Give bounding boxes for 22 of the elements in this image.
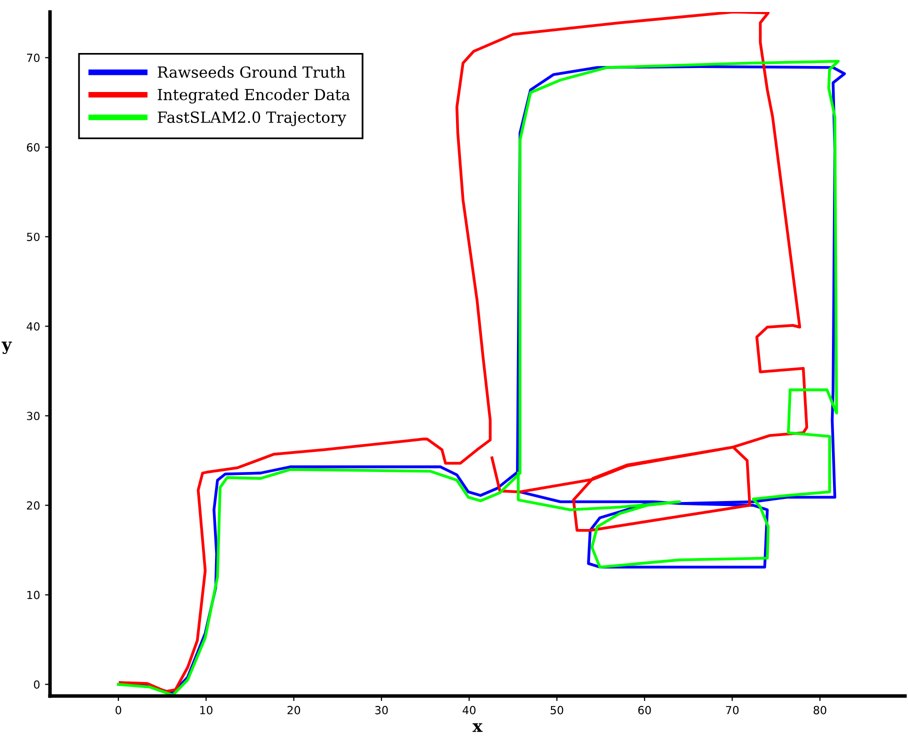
y-tick-label: 10 xyxy=(27,590,40,600)
x-axis-title: x xyxy=(472,723,483,732)
y-tick-label: 70 xyxy=(27,54,40,62)
x-tick-label: 50 xyxy=(550,706,564,714)
x-tick-label: 70 xyxy=(726,706,739,714)
y-tick-label: 40 xyxy=(26,322,40,331)
y-tick-label: 20 xyxy=(26,501,40,510)
legend-label: Integrated Encoder Data xyxy=(158,88,350,104)
x-tick-label: 60 xyxy=(638,706,651,714)
y-tick-label: 50 xyxy=(26,232,40,242)
x-tick-label: 20 xyxy=(288,706,300,714)
y-axis-title: y xyxy=(2,342,12,354)
legend-label: Rawseeds Ground Truth xyxy=(158,66,346,78)
x-tick-label: 0 xyxy=(116,706,122,714)
y-tick-label: 30 xyxy=(26,412,40,420)
x-tick-label: 40 xyxy=(462,706,476,714)
y-tick-label: 60 xyxy=(26,143,40,152)
legend-label: FastSLAM2.0 Trajectory xyxy=(158,111,346,126)
x-tick-label: 80 xyxy=(814,706,826,714)
y-tick-label: 0 xyxy=(34,680,40,689)
x-tick-label: 30 xyxy=(375,706,388,714)
x-tick-label: 10 xyxy=(200,706,212,714)
